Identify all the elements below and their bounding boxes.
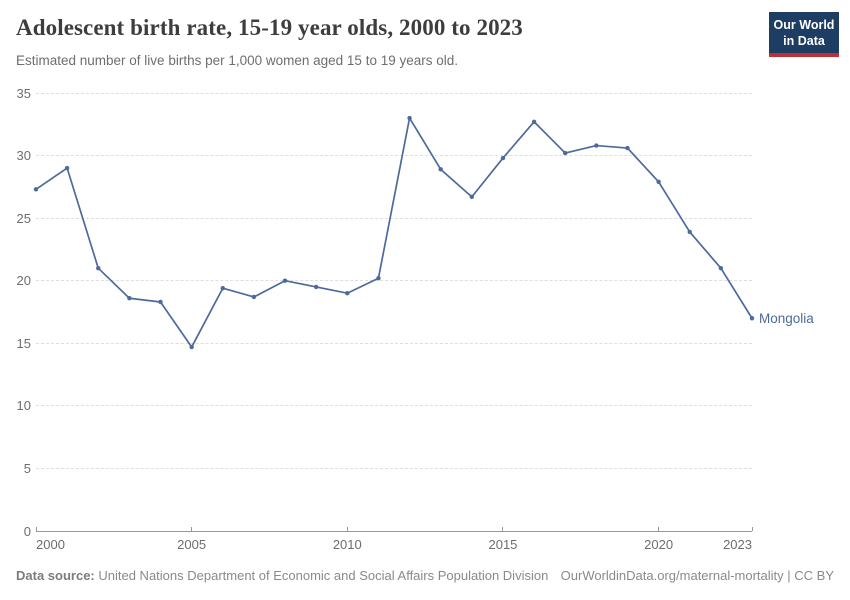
x-axis-tick-label: 2000: [36, 537, 65, 552]
x-axis-tick-label: 2010: [332, 537, 362, 552]
y-axis-tick-label: 20: [16, 273, 31, 289]
y-axis-tick-label: 0: [23, 523, 31, 539]
data-point: [469, 194, 475, 200]
x-axis-tick: [35, 527, 37, 531]
data-point: [718, 266, 724, 271]
data-point: [33, 187, 39, 192]
chart-footer: Data source: United Nations Department o…: [16, 568, 834, 583]
y-gridline: [36, 405, 752, 407]
y-axis-tick-label: 5: [23, 460, 31, 476]
data-source-label: Data source:: [16, 568, 95, 583]
data-point: [687, 229, 692, 235]
x-axis-line: [36, 531, 752, 532]
y-gridline: [36, 217, 752, 219]
y-axis-tick-label: 15: [16, 335, 31, 351]
y-axis-tick-label: 35: [16, 85, 31, 101]
x-axis-tick-label: 2005: [177, 537, 207, 552]
data-point: [594, 143, 599, 148]
entity-line-label: Mongolia: [759, 311, 814, 326]
x-axis-tick: [658, 527, 660, 531]
y-axis-tick-label: 30: [16, 148, 31, 164]
y-gridline: [36, 280, 752, 282]
x-axis-tick: [346, 527, 348, 531]
y-gridline: [36, 155, 752, 157]
y-gridline: [36, 467, 752, 469]
x-axis-tick-label: 2020: [644, 537, 674, 552]
y-axis-tick-label: 10: [16, 398, 31, 414]
owid-logo-line2: in Data: [783, 34, 825, 48]
owid-logo-line1: Our World: [773, 18, 835, 32]
data-point: [313, 284, 319, 290]
x-axis-tick-label: 2015: [488, 537, 518, 552]
y-axis-tick-label: 25: [16, 210, 31, 226]
data-point: [531, 119, 537, 124]
data-line-mongolia: [35, 117, 753, 348]
data-point: [407, 115, 412, 121]
data-point: [158, 299, 163, 305]
chart-title: Adolescent birth rate, 15-19 year olds, …: [16, 15, 523, 40]
data-point: [749, 316, 755, 321]
y-gridline: [36, 92, 752, 94]
data-point: [220, 286, 225, 291]
data-point: [625, 145, 630, 151]
data-point: [251, 294, 257, 300]
owid-logo-accent-stripe: [769, 53, 839, 57]
data-point: [438, 167, 443, 172]
x-axis-tick: [751, 527, 753, 531]
x-axis-tick: [502, 527, 504, 531]
x-axis-tick: [191, 527, 193, 531]
data-source-note: Data source: United Nations Department o…: [16, 568, 548, 583]
x-axis-tick-label: 2023: [723, 537, 752, 552]
citation-url[interactable]: OurWorldinData.org/maternal-mortality | …: [560, 568, 834, 583]
data-source-text: United Nations Department of Economic an…: [94, 568, 549, 583]
chart-subtitle: Estimated number of live births per 1,00…: [16, 53, 458, 68]
data-point: [127, 296, 132, 301]
data-point: [500, 155, 506, 161]
data-point: [64, 165, 70, 171]
data-point: [656, 179, 661, 185]
data-point: [345, 291, 350, 296]
data-point: [189, 344, 194, 350]
y-gridline: [36, 342, 752, 344]
data-point: [96, 266, 101, 271]
owid-logo[interactable]: Our World in Data: [769, 12, 839, 57]
